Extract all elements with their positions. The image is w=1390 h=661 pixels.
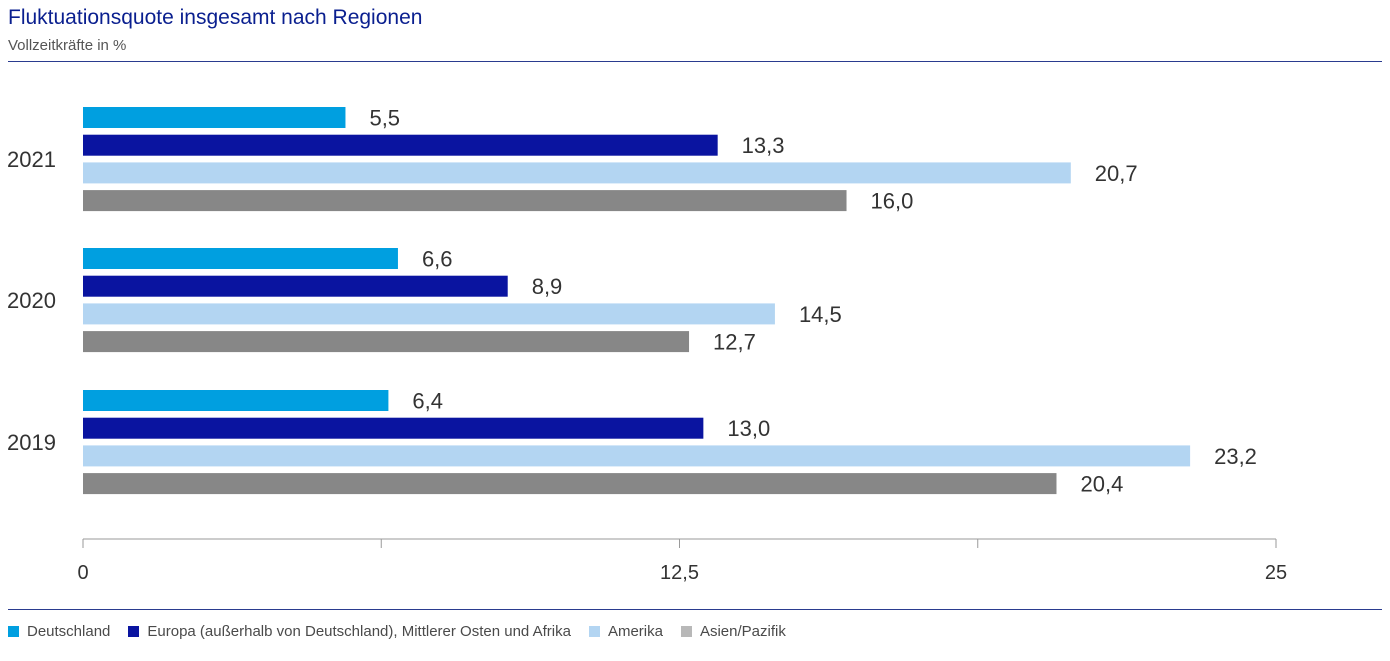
chart-legend: Deutschland Europa (außerhalb von Deutsc…: [8, 623, 804, 640]
category-label-2021: 2021: [7, 147, 56, 172]
bar-2021-deutschland: [83, 107, 346, 128]
chart-subtitle: Vollzeitkräfte in %: [8, 37, 127, 54]
legend-item-europa: Europa (außerhalb von Deutschland), Mitt…: [128, 623, 571, 640]
data-label-2019-deutschland: 6,4: [412, 389, 443, 414]
legend-label-asien-pazifik: Asien/Pazifik: [699, 623, 786, 640]
legend-swatch-europa: [128, 626, 140, 637]
legend-swatch-amerika: [588, 626, 600, 637]
legend-label-amerika: Amerika: [607, 623, 663, 640]
data-label-2021-asien-pazifik: 16,0: [871, 189, 914, 214]
bar-2019-europa: [83, 417, 704, 439]
legend-swatch-deutschland: [8, 626, 19, 637]
bar-2021-asien-pazifik: [83, 190, 847, 212]
bar-2019-asien-pazifik: [83, 473, 1057, 495]
data-label-2019-amerika: 23,2: [1214, 444, 1257, 469]
data-label-2021-amerika: 20,7: [1095, 161, 1138, 186]
bar-2020-amerika: [83, 303, 775, 325]
bar-2021-europa: [83, 134, 718, 156]
bar-2020-europa: [83, 275, 508, 297]
data-label-2020-amerika: 14,5: [799, 302, 842, 327]
legend-item-deutschland: Deutschland: [8, 623, 110, 640]
bar-2019-amerika: [83, 445, 1191, 467]
data-label-2019-asien-pazifik: 20,4: [1080, 472, 1123, 497]
bar-2020-deutschland: [83, 248, 398, 269]
header-divider: [8, 61, 1382, 62]
data-label-2020-europa: 8,9: [532, 274, 563, 299]
legend-divider: [8, 609, 1382, 610]
legend-item-amerika: Amerika: [588, 623, 663, 640]
legend-swatch-asien-pazifik: [680, 626, 692, 637]
data-label-2021-deutschland: 5,5: [369, 106, 400, 131]
legend-item-asien-pazifik: Asien/Pazifik: [680, 623, 786, 640]
category-label-2019: 2019: [7, 430, 56, 455]
legend-label-europa: Europa (außerhalb von Deutschland), Mitt…: [147, 623, 571, 640]
category-label-2020: 2020: [7, 288, 56, 313]
x-tick-label-0: 0: [77, 562, 88, 584]
chart-title: Fluktuationsquote insgesamt nach Regione…: [8, 6, 423, 29]
bar-2021-amerika: [83, 162, 1071, 184]
bar-2019-deutschland: [83, 390, 389, 411]
x-tick-label-25: 25: [1265, 562, 1287, 584]
x-tick-label-12-5: 12,5: [660, 562, 699, 584]
data-label-2020-asien-pazifik: 12,7: [713, 330, 756, 355]
data-label-2021-europa: 13,3: [742, 133, 785, 158]
bar-2020-asien-pazifik: [83, 331, 690, 353]
data-label-2020-deutschland: 6,6: [422, 247, 453, 272]
data-label-2019-europa: 13,0: [727, 416, 770, 441]
legend-label-deutschland: Deutschland: [27, 623, 111, 640]
